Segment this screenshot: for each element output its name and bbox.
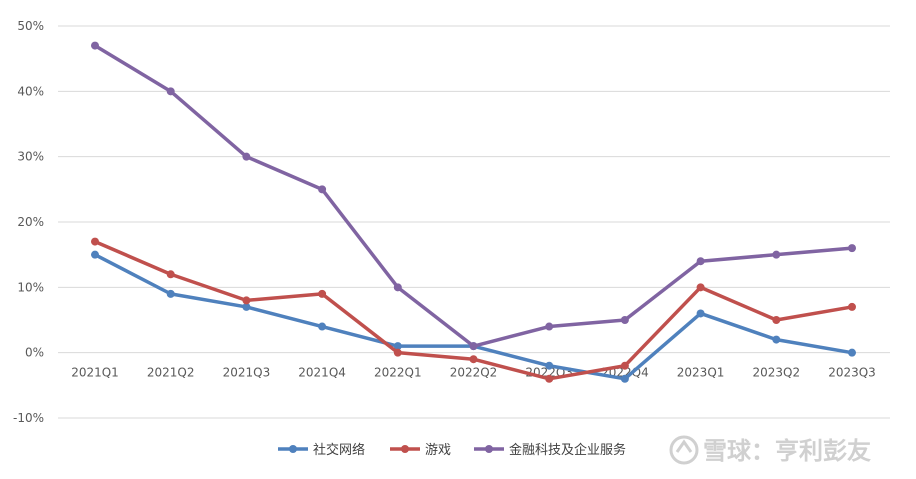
data-point [772,335,781,344]
x-tick-label: 2021Q4 [298,366,346,380]
x-axis-labels: 2021Q1 2021Q2 2021Q3 2021Q4 2022Q1 2022Q2 2022… [71,366,876,380]
legend-swatch-marker [401,445,409,453]
y-axis-labels: 50% 40% 30% 20% 10% 0% -10% [13,19,44,425]
y-tick-label: 30% [17,150,44,164]
legend: 社交网络 游戏 金融科技及企业服务 [278,442,626,458]
series-layer [91,41,856,383]
data-point [848,302,856,311]
snowball-logo-icon [669,435,699,465]
data-point [166,289,175,298]
gridlines [58,25,890,419]
y-tick-label: 0% [25,346,44,360]
series-2 [91,237,856,383]
data-point [393,283,402,292]
data-point [696,257,705,266]
x-tick-label: 2022Q1 [374,366,422,380]
data-point [242,302,251,311]
data-point [620,374,629,383]
legend-item: 游戏 [390,443,451,458]
y-tick-label: 20% [17,215,44,229]
y-tick-label: 10% [17,280,44,294]
data-point [696,309,705,318]
x-tick-label: 2023Q2 [752,366,800,380]
x-tick-label: 2021Q3 [223,366,271,380]
data-point [242,296,251,305]
data-point [91,250,99,259]
data-point [696,283,705,292]
data-point [318,185,327,194]
data-point [91,237,99,246]
y-tick-label: 40% [17,84,44,98]
x-tick-label: 2022Q2 [450,366,498,380]
y-tick-label: 50% [17,19,44,33]
data-point [545,322,554,331]
legend-label: 游戏 [425,443,451,458]
data-point [772,316,781,324]
data-point [469,355,478,364]
data-point [545,361,554,370]
data-point [469,342,478,351]
legend-item: 社交网络 [278,442,365,458]
x-tick-label: 2023Q1 [677,366,725,380]
y-tick-label: -10% [13,411,44,425]
data-point [545,374,554,383]
x-tick-label: 2023Q3 [828,366,876,380]
legend-label: 社交网络 [313,442,365,458]
data-point [620,361,629,370]
data-point [318,322,327,331]
x-tick-label: 2021Q1 [71,366,119,380]
watermark-text: 雪球：亨利彭友 [703,437,871,465]
data-point [772,250,781,259]
legend-swatch-marker [485,445,493,453]
legend-swatch-marker [289,445,297,453]
data-point [318,289,327,298]
data-point [242,152,251,161]
data-point [393,348,402,357]
data-point [848,348,856,357]
series-3 [91,41,856,351]
data-point [848,244,856,253]
legend-label: 金融科技及企业服务 [509,442,626,458]
legend-item: 金融科技及企业服务 [474,442,626,458]
data-point [166,270,175,279]
data-point [393,342,402,351]
x-tick-label: 2021Q2 [147,366,195,380]
watermark: 雪球：亨利彭友 [669,435,871,465]
data-point [620,316,629,324]
data-point [91,41,99,50]
data-point [166,87,175,96]
